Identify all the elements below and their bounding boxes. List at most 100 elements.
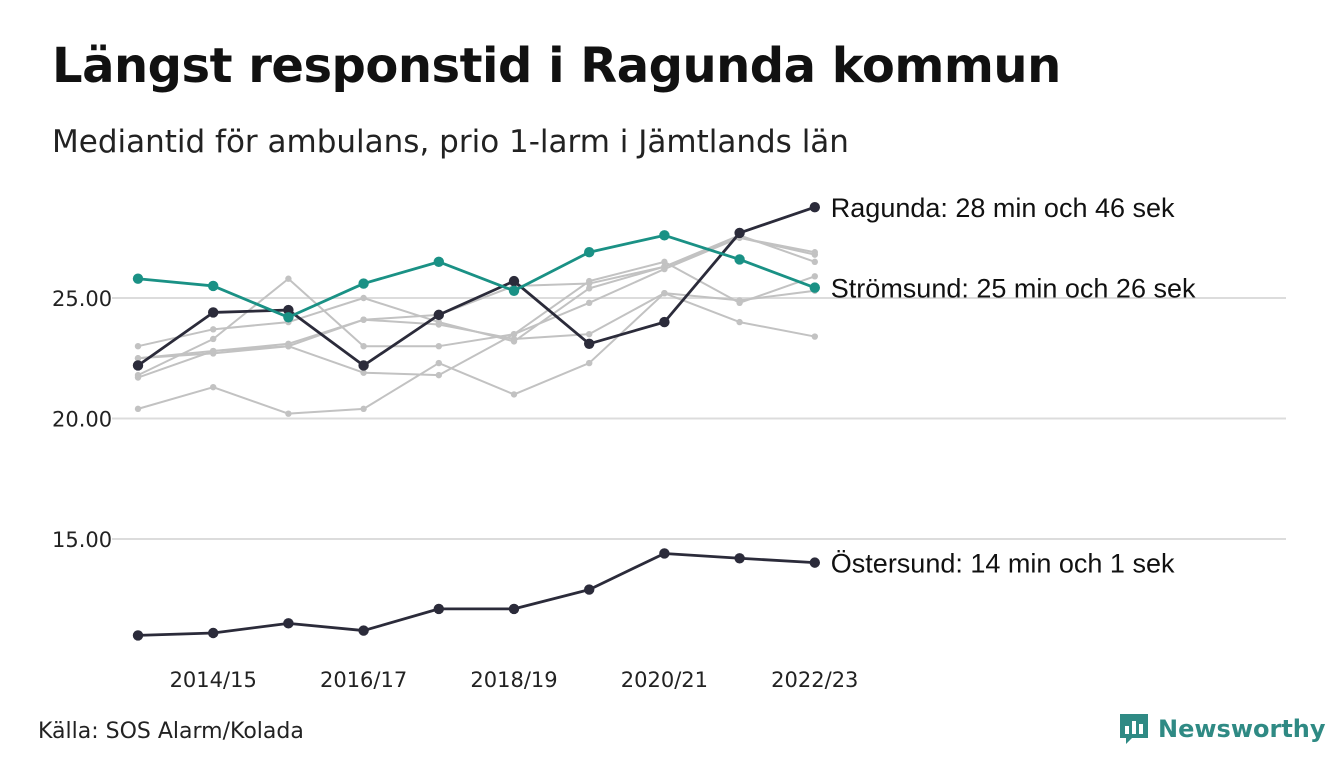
background-series-point	[360, 316, 367, 323]
series-ragunda	[132, 201, 820, 371]
x-axis-ticks: 2014/15 2016/17 2018/19 2020/21 2022/23	[170, 668, 859, 692]
background-series-point	[811, 333, 818, 340]
source-note: Källa: SOS Alarm/Kolada	[38, 719, 304, 744]
series-str-msund-point	[659, 230, 670, 241]
background-series-point	[586, 359, 593, 367]
x-tick-label: 2018/19	[470, 668, 557, 692]
series-ragunda-point	[734, 227, 745, 239]
chart-title: Längst responstid i Ragunda kommun	[52, 38, 1061, 94]
x-tick-label: 2016/17	[320, 668, 407, 692]
series-ragunda-point	[132, 360, 144, 371]
series-str-msund-label: Strömsund: 25 min och 26 sek	[831, 274, 1196, 304]
background-series	[134, 234, 818, 379]
chart-subtitle: Mediantid för ambulans, prio 1-larm i Jä…	[52, 124, 849, 160]
background-series-point	[510, 391, 518, 398]
series-ragunda-point	[208, 307, 219, 318]
series-ragunda-point	[809, 201, 820, 213]
series--stersund-line	[136, 552, 817, 637]
background-series-point	[811, 273, 818, 280]
background-series-line	[137, 236, 816, 360]
series-str-msund-point	[584, 247, 595, 258]
series-ragunda-point	[659, 316, 670, 328]
series-str-msund-point	[809, 282, 820, 293]
background-series-point	[435, 321, 442, 328]
x-tick-label: 2022/23	[771, 668, 858, 692]
series--stersund	[132, 548, 820, 641]
series--stersund-point	[132, 630, 144, 641]
series--stersund-point	[208, 627, 219, 639]
background-series-point	[134, 371, 142, 379]
series-str-msund-point	[358, 278, 369, 289]
line-chart: 15.00 20.00 25.00 2014/15 2016/17 2018/19 202…	[52, 193, 1286, 692]
series-ragunda-point	[584, 338, 595, 349]
background-series-point	[811, 258, 818, 266]
background-series	[134, 232, 818, 417]
y-axis-ticks: 15.00 20.00 25.00	[52, 287, 112, 552]
background-series-point	[210, 335, 217, 343]
series-str-msund-point	[734, 254, 745, 265]
background-series-line	[137, 289, 816, 415]
background-series-point	[736, 297, 743, 304]
series-str-msund-point	[283, 312, 294, 323]
background-series-point	[510, 335, 518, 343]
background-series-point	[285, 343, 292, 350]
series-str-msund-point	[132, 273, 144, 284]
background-series-point	[435, 359, 442, 367]
x-tick-label: 2014/15	[170, 668, 257, 692]
brand-name: Newsworthy	[1158, 715, 1326, 743]
series-str-msund	[132, 230, 820, 323]
series--stersund-point	[358, 625, 369, 636]
background-series-point	[586, 330, 593, 338]
background-series-point	[210, 326, 217, 333]
background-series-point	[285, 275, 292, 282]
series-ragunda-line	[136, 205, 817, 367]
highlighted-series	[132, 201, 820, 641]
y-tick-label: 20.00	[52, 408, 112, 432]
background-series-line	[137, 236, 816, 377]
series--stersund-point	[283, 618, 294, 629]
series--stersund-point	[433, 603, 444, 615]
background-series-point	[360, 294, 367, 302]
background-series-point	[210, 350, 217, 357]
background-series-point	[134, 343, 142, 350]
background-series-point	[661, 263, 668, 270]
series-ragunda-point	[358, 360, 369, 371]
series-str-msund-point	[208, 280, 219, 292]
background-series-point	[435, 371, 442, 379]
series--stersund-point	[508, 603, 520, 615]
series-str-msund-point	[433, 256, 444, 268]
background-series-point	[586, 299, 593, 307]
background-series-point	[811, 251, 818, 258]
background-series-point	[510, 330, 518, 338]
background-series	[134, 287, 818, 417]
brand: Newsworthy	[1118, 712, 1326, 746]
background-series-point	[134, 355, 142, 362]
y-tick-label: 25.00	[52, 287, 112, 311]
y-tick-label: 15.00	[52, 528, 112, 552]
series--stersund-label: Östersund: 14 min och 1 sek	[831, 549, 1175, 579]
background-series-point	[586, 285, 593, 292]
series-str-msund-point	[508, 285, 520, 296]
series--stersund-point	[809, 557, 820, 568]
background-series-point	[360, 405, 367, 413]
background-series-point	[736, 318, 743, 326]
background-series-point	[210, 383, 217, 391]
x-tick-label: 2020/21	[621, 668, 708, 692]
background-series-line	[137, 292, 816, 360]
series--stersund-point	[584, 584, 595, 595]
series--stersund-point	[659, 548, 670, 559]
background-series-point	[360, 369, 367, 376]
background-series-line	[137, 260, 816, 379]
background-series-point	[285, 410, 292, 417]
background-series-point	[586, 280, 593, 287]
series-ragunda-point	[283, 304, 294, 316]
background-series-point	[435, 343, 442, 350]
background-series-point	[360, 343, 367, 350]
series-ragunda-point	[433, 309, 444, 321]
series-ragunda-label: Ragunda: 28 min och 46 sek	[831, 193, 1175, 223]
background-series-point	[661, 289, 668, 297]
background-series-point	[661, 258, 668, 266]
series-str-msund-line	[136, 233, 817, 319]
series-end-labels: Ragunda: 28 min och 46 sek Strömsund: 25 …	[831, 193, 1196, 578]
series--stersund-point	[734, 553, 745, 564]
